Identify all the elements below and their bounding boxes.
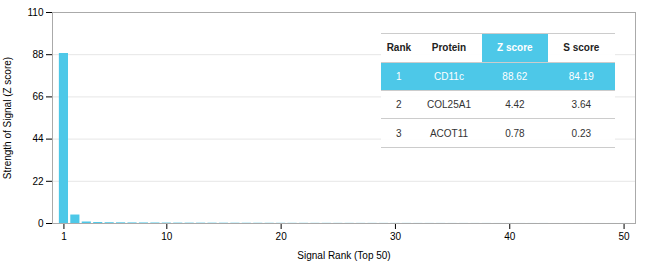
html-text:ACOT11: ACOT11 — [429, 127, 469, 139]
html-text:3.64: 3.64 — [571, 99, 592, 111]
svg-text:40: 40 — [504, 231, 516, 242]
svg-text:1: 1 — [61, 231, 67, 242]
html-text:S score: S score — [563, 42, 600, 54]
html-text:CD11c: CD11c — [434, 70, 464, 82]
svg-text:22: 22 — [32, 176, 44, 187]
html-text:88.62: 88.62 — [502, 70, 528, 82]
html-text:4.42: 4.42 — [505, 99, 525, 111]
svg-text:30: 30 — [390, 231, 402, 242]
svg-text:Signal Rank (Top 50): Signal Rank (Top 50) — [297, 250, 390, 261]
html-text:84.19: 84.19 — [568, 70, 594, 82]
svg-text:0: 0 — [38, 218, 44, 229]
svg-text:10: 10 — [161, 231, 173, 242]
html-text:1: 1 — [396, 70, 402, 82]
html-text:Protein: Protein — [431, 42, 467, 54]
svg-text:44: 44 — [32, 133, 44, 144]
html-text:Z score: Z score — [497, 42, 533, 54]
html-text:0.78: 0.78 — [505, 127, 525, 139]
html-text:Rank: Rank — [386, 42, 412, 54]
svg-text:88: 88 — [32, 49, 44, 60]
svg-text:20: 20 — [276, 231, 288, 242]
html-text:0.23: 0.23 — [571, 127, 592, 139]
svg-text:50: 50 — [619, 231, 631, 242]
svg-text:66: 66 — [32, 91, 44, 102]
svg-text:110: 110 — [28, 7, 44, 18]
html-text:COL25A1: COL25A1 — [427, 99, 471, 111]
html-text:3: 3 — [396, 127, 402, 139]
svg-text:Strength of Signal (Z score): Strength of Signal (Z score) — [2, 57, 13, 179]
html-text:2: 2 — [396, 99, 402, 111]
